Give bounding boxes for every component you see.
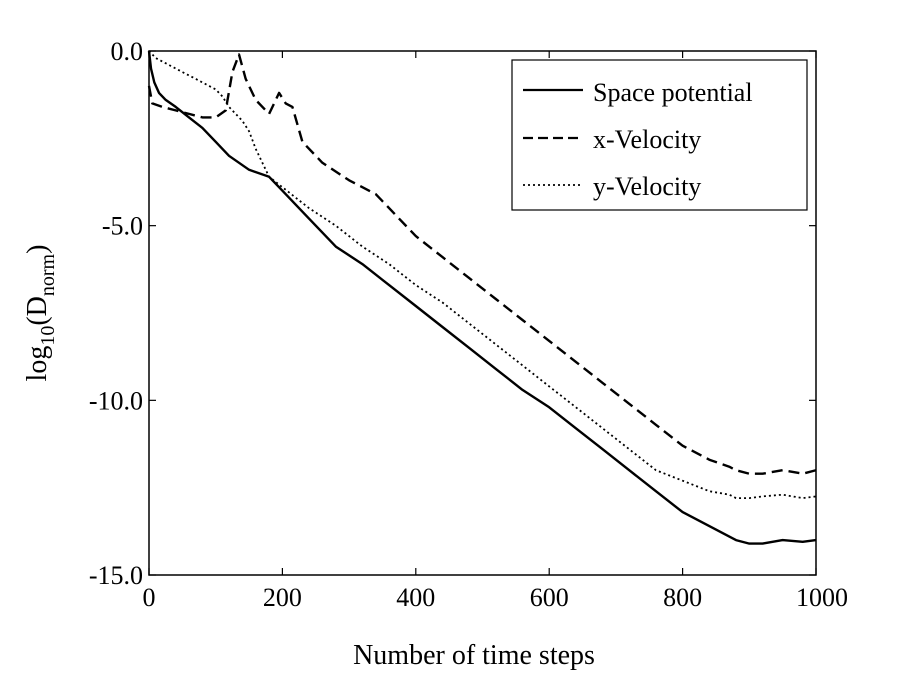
x-tick-label: 600 xyxy=(530,583,569,612)
series-line-space-potential xyxy=(147,50,817,545)
y-axis-label: log10(Dnorm) xyxy=(22,245,59,382)
x-axis-label: Number of time steps xyxy=(353,640,595,671)
legend-label-x-velocity: x-Velocity xyxy=(593,125,701,154)
legend-box xyxy=(511,59,808,211)
series-line-x-velocity xyxy=(147,53,817,475)
x-tick-label: 1000 xyxy=(796,583,848,612)
x-tick-label: 800 xyxy=(663,583,702,612)
legend-label-y-velocity: y-Velocity xyxy=(593,172,701,201)
legend-label-space-potential: Space potential xyxy=(593,78,753,107)
x-tick-label: 200 xyxy=(263,583,302,612)
y-tick-label: -10.0 xyxy=(89,386,143,415)
y-axis-label-close: ) xyxy=(22,245,53,254)
y-tick-label: -15.0 xyxy=(89,561,143,590)
y-axis-label-base: log xyxy=(22,346,53,382)
ticks-layer: 0 200 400 600 800 1000 0.0 -5.0 -10.0 -15.0 xyxy=(89,37,848,612)
legend: Space potential x-Velocity y-Velocity xyxy=(511,59,808,211)
x-tick-label: 400 xyxy=(396,583,435,612)
y-tick-label: 0.0 xyxy=(111,37,144,66)
series-layer xyxy=(147,50,817,545)
y-axis-label-open: (D xyxy=(22,296,53,326)
axes-box xyxy=(148,50,817,576)
y-axis-label-sub2: norm xyxy=(37,253,59,296)
x-tick-label: 0 xyxy=(143,583,156,612)
series-line-y-velocity xyxy=(148,50,817,500)
y-tick-label: -5.0 xyxy=(102,212,143,241)
y-axis-label-sub1: 10 xyxy=(37,326,59,346)
